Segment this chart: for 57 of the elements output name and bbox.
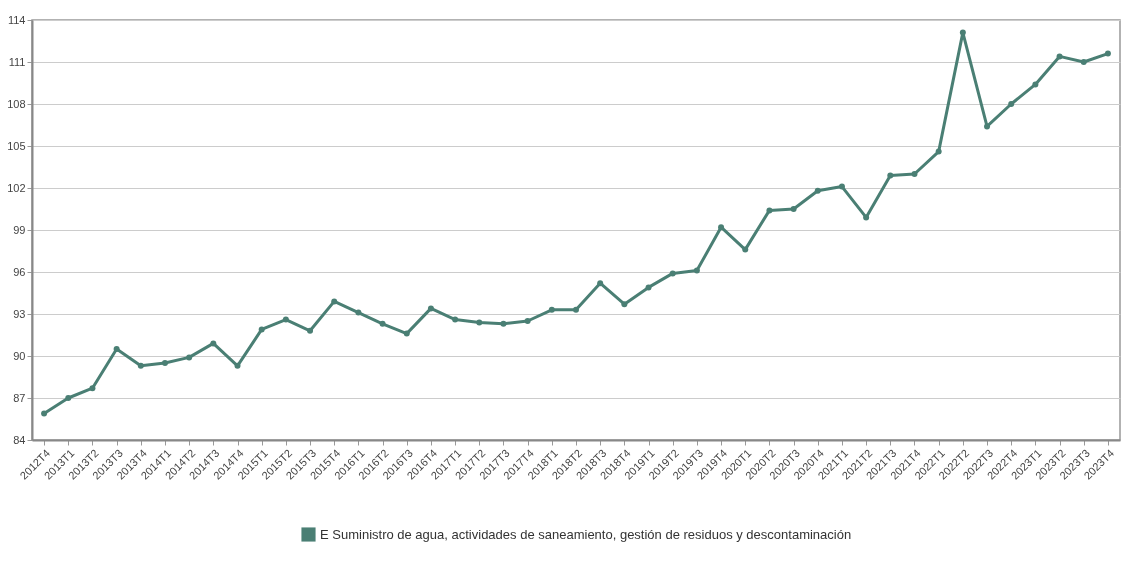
- point: [161, 360, 168, 366]
- point: [790, 206, 797, 212]
- y-tick-label: 90: [13, 349, 26, 362]
- point: [282, 316, 289, 323]
- point: [258, 326, 265, 333]
- y-tick-label: 108: [7, 97, 26, 110]
- point: [307, 327, 314, 334]
- point: [331, 298, 338, 305]
- point: [863, 214, 870, 221]
- point: [403, 330, 410, 337]
- point: [476, 319, 483, 326]
- y-tick-label: 105: [7, 139, 26, 152]
- point: [186, 354, 193, 361]
- y-tick-label: 96: [13, 265, 26, 278]
- point: [573, 306, 579, 313]
- point: [597, 280, 604, 287]
- point: [959, 29, 966, 36]
- y-tick-label: 87: [13, 391, 26, 404]
- point: [548, 306, 555, 313]
- point: [887, 172, 894, 179]
- point: [41, 410, 48, 417]
- point: [669, 270, 676, 277]
- point: [935, 148, 942, 155]
- y-tick-label: 93: [13, 307, 26, 320]
- y-tick-label: 84: [13, 433, 26, 446]
- point: [1080, 59, 1087, 65]
- point: [355, 309, 362, 316]
- point: [621, 301, 628, 308]
- legend-label: E Suministro de agua, actividades de saneamiento, gestión de residuos y descontaminación: [320, 526, 852, 542]
- point: [766, 207, 773, 214]
- point: [984, 123, 991, 130]
- point: [379, 320, 386, 327]
- y-tick-label: 111: [8, 55, 26, 68]
- point: [500, 320, 507, 327]
- point: [1104, 50, 1111, 57]
- point: [427, 305, 434, 312]
- y-tick-label: 99: [13, 223, 26, 236]
- point: [113, 346, 120, 352]
- point: [742, 246, 749, 253]
- point: [1056, 53, 1063, 60]
- point: [89, 385, 96, 392]
- y-tick-label: 114: [7, 13, 26, 26]
- point: [524, 318, 531, 324]
- point: [65, 395, 72, 401]
- point: [210, 340, 217, 347]
- point: [645, 284, 652, 291]
- point: [234, 362, 241, 369]
- point: [838, 183, 845, 190]
- point: [1032, 81, 1039, 88]
- point: [718, 224, 725, 231]
- point: [137, 362, 144, 369]
- point: [1008, 101, 1015, 107]
- point: [693, 267, 700, 274]
- point: [452, 316, 459, 323]
- point: [814, 187, 821, 194]
- point: [911, 171, 918, 177]
- y-tick-label: 102: [7, 181, 26, 194]
